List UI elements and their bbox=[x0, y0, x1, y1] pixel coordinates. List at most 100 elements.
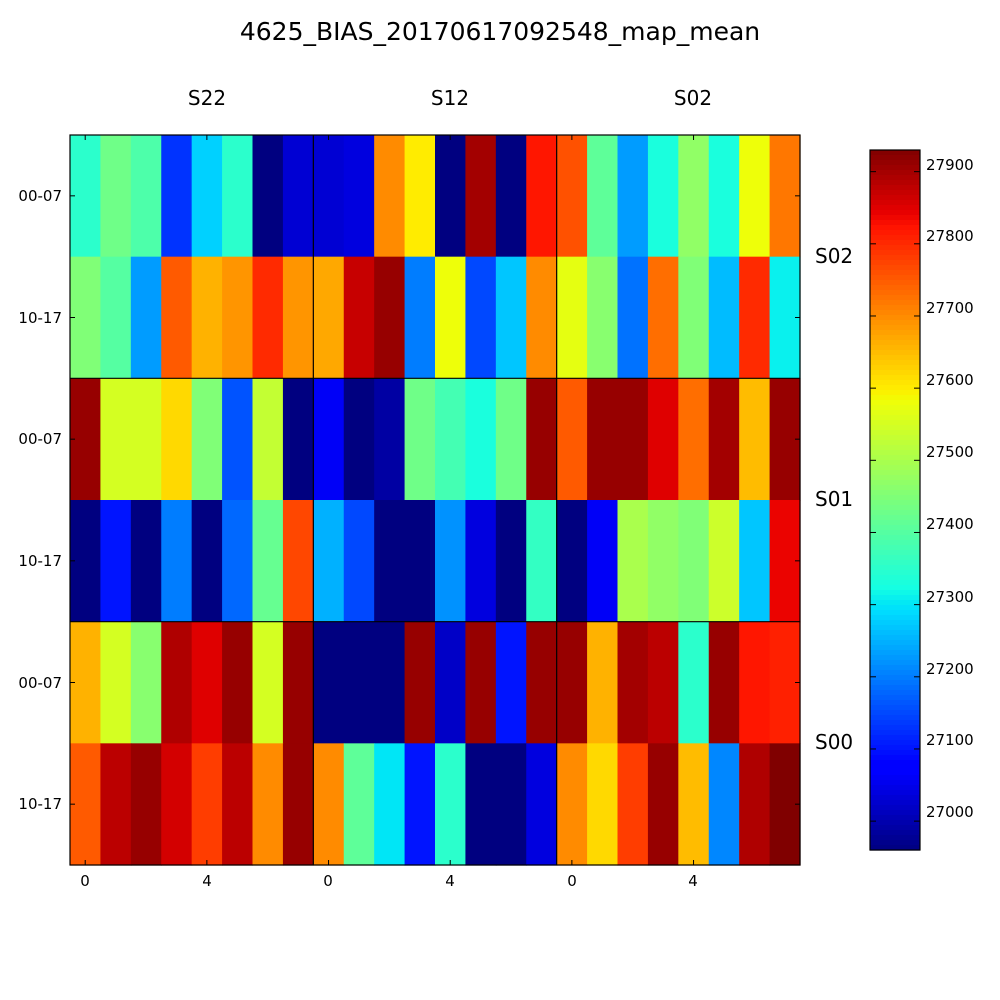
x-tick-label: 4 bbox=[445, 872, 455, 890]
heatmap-cell bbox=[587, 378, 619, 501]
colorbar-segment bbox=[870, 830, 920, 836]
colorbar-segment bbox=[870, 605, 920, 611]
colorbar-segment bbox=[870, 415, 920, 421]
heatmap-cell bbox=[161, 500, 193, 623]
colorbar-segment bbox=[870, 540, 920, 546]
heatmap-cell bbox=[647, 378, 679, 501]
heatmap-cell bbox=[465, 378, 497, 501]
heatmap-cell bbox=[435, 135, 467, 258]
x-tick-label: 0 bbox=[323, 872, 333, 890]
heatmap-cell bbox=[100, 256, 132, 379]
heatmap-cell bbox=[191, 135, 223, 258]
colorbar-segment bbox=[870, 595, 920, 601]
heatmap-cell bbox=[404, 500, 436, 623]
colorbar-segment bbox=[870, 745, 920, 751]
heatmap-cell bbox=[343, 135, 375, 258]
colorbar-segment bbox=[870, 545, 920, 551]
colorbar-segment bbox=[870, 440, 920, 446]
colorbar-segment bbox=[870, 480, 920, 486]
colorbar-segment bbox=[870, 800, 920, 806]
colorbar-segment bbox=[870, 705, 920, 711]
heatmap-cell bbox=[556, 621, 588, 744]
heatmap-cell bbox=[526, 743, 558, 866]
colorbar-segment bbox=[870, 385, 920, 391]
colorbar-segment bbox=[870, 220, 920, 226]
colorbar-tick-label: 27500 bbox=[926, 443, 974, 461]
heatmap-cell bbox=[252, 743, 284, 866]
colorbar-segment bbox=[870, 185, 920, 191]
heatmap-cell bbox=[708, 743, 740, 866]
colorbar-tick-label: 27300 bbox=[926, 588, 974, 606]
x-tick-label: 0 bbox=[80, 872, 90, 890]
colorbar-segment bbox=[870, 255, 920, 261]
heatmap-cell bbox=[161, 378, 193, 501]
colorbar-segment bbox=[870, 190, 920, 196]
heatmap-cell bbox=[191, 621, 223, 744]
heatmap-cell bbox=[222, 621, 254, 744]
heatmap-cell bbox=[70, 500, 102, 623]
colorbar-segment bbox=[870, 265, 920, 271]
heatmap-cell bbox=[617, 743, 649, 866]
colorbar-segment bbox=[870, 760, 920, 766]
colorbar-tick-label: 27900 bbox=[926, 156, 974, 174]
heatmap-cell bbox=[374, 621, 406, 744]
colorbar-segment bbox=[870, 780, 920, 786]
colorbar-segment bbox=[870, 680, 920, 686]
colorbar-segment bbox=[870, 770, 920, 776]
heatmap-cell bbox=[100, 135, 132, 258]
heatmap-cell bbox=[495, 743, 527, 866]
colorbar-segment bbox=[870, 455, 920, 461]
heatmap-cell bbox=[739, 135, 771, 258]
colorbar-segment bbox=[870, 250, 920, 256]
colorbar-segment bbox=[870, 530, 920, 536]
heatmap-cell bbox=[495, 135, 527, 258]
colorbar-segment bbox=[870, 285, 920, 291]
heatmap-cell bbox=[678, 500, 710, 623]
heatmap-cell bbox=[678, 378, 710, 501]
colorbar-segment bbox=[870, 635, 920, 641]
colorbar-segment bbox=[870, 410, 920, 416]
heatmap-cell bbox=[222, 743, 254, 866]
heatmap-cell bbox=[130, 256, 162, 379]
heatmap-cell bbox=[130, 621, 162, 744]
colorbar-segment bbox=[870, 740, 920, 746]
heatmap-cell bbox=[495, 621, 527, 744]
heatmap-cell bbox=[556, 256, 588, 379]
colorbar-segment bbox=[870, 825, 920, 831]
heatmap-cell bbox=[70, 256, 102, 379]
colorbar-segment bbox=[870, 280, 920, 286]
colorbar-segment bbox=[870, 505, 920, 511]
row-group-label: S00 bbox=[815, 730, 853, 754]
colorbar-segment bbox=[870, 435, 920, 441]
colorbar-segment bbox=[870, 325, 920, 331]
heatmap-cell bbox=[708, 256, 740, 379]
colorbar-segment bbox=[870, 475, 920, 481]
colorbar-tick-label: 27800 bbox=[926, 227, 974, 245]
heatmap-cell bbox=[313, 500, 345, 623]
heatmap-cell bbox=[617, 135, 649, 258]
heatmap-cell bbox=[313, 621, 345, 744]
heatmap-cell bbox=[678, 621, 710, 744]
colorbar-segment bbox=[870, 810, 920, 816]
heatmap-cell bbox=[617, 256, 649, 379]
column-group-label: S02 bbox=[674, 86, 712, 110]
colorbar-segment bbox=[870, 215, 920, 221]
heatmap-cell bbox=[130, 378, 162, 501]
colorbar-segment bbox=[870, 580, 920, 586]
heatmap-cell bbox=[161, 135, 193, 258]
colorbar-segment bbox=[870, 645, 920, 651]
plot-frame bbox=[69, 134, 801, 866]
colorbar-segment bbox=[870, 590, 920, 596]
row-tick-label: 00-07 bbox=[18, 430, 62, 448]
colorbar-segment bbox=[870, 550, 920, 556]
heatmap-cell bbox=[678, 743, 710, 866]
heatmap-cell bbox=[465, 621, 497, 744]
heatmap-cell bbox=[435, 743, 467, 866]
heatmap-cell bbox=[343, 500, 375, 623]
colorbar-segment bbox=[870, 300, 920, 306]
colorbar-segment bbox=[870, 650, 920, 656]
colorbar-segment bbox=[870, 555, 920, 561]
colorbar-segment bbox=[870, 670, 920, 676]
colorbar-segment bbox=[870, 375, 920, 381]
row-tick-label: 10-17 bbox=[18, 795, 62, 813]
